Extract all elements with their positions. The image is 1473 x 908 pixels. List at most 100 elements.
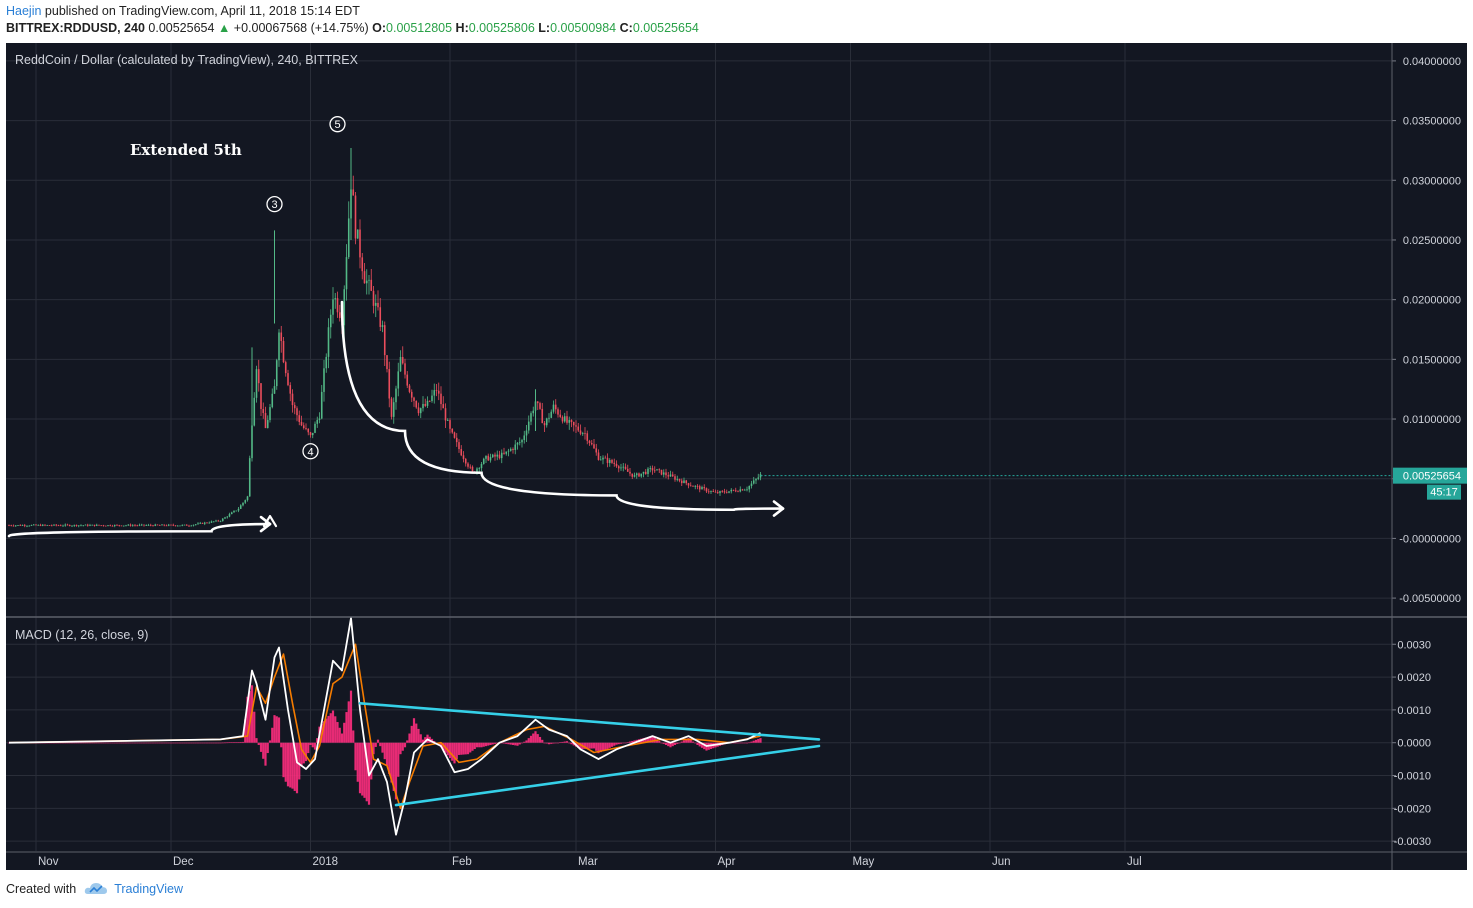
macd-histogram-bar (147, 742, 150, 744)
countdown-tag (1427, 484, 1461, 500)
macd-histogram-bar (412, 718, 416, 743)
candle-body (424, 403, 427, 406)
candle-body (545, 418, 548, 426)
candle-body (201, 522, 204, 524)
macd-histogram-bar (160, 742, 164, 744)
candle-body (703, 487, 706, 489)
candle-body (469, 466, 472, 468)
macd-histogram-bar (271, 727, 274, 743)
tradingview-brand-link[interactable]: TradingView (114, 882, 183, 896)
arrowhead-icon (772, 500, 785, 517)
macd-histogram-bar (304, 742, 308, 762)
candle-body (683, 480, 685, 484)
macd-histogram-bar (700, 742, 704, 748)
candle-body (334, 298, 337, 300)
macd-histogram-bar (608, 742, 611, 748)
last-price: 0.00525654 (148, 21, 215, 35)
candle-body (750, 483, 753, 487)
macd-histogram-bar (327, 715, 330, 743)
candle-body (284, 362, 287, 374)
macd-histogram-bar (246, 696, 249, 743)
candle-body (172, 524, 175, 526)
candle-body (606, 457, 609, 463)
candle-body (269, 407, 271, 421)
candle-body (127, 524, 130, 526)
candle-body (145, 525, 148, 526)
candle-body (748, 486, 751, 490)
macd-pane-title: MACD (12, 26, close, 9) (15, 628, 148, 642)
candle-body (62, 525, 64, 527)
candle-body (638, 473, 640, 477)
price-tick-label: 0.01500000 (1403, 354, 1461, 366)
macd-histogram-bar (48, 742, 51, 744)
macd-histogram-bar (379, 742, 382, 747)
candle-body (302, 425, 305, 429)
macd-histogram-bar (232, 742, 236, 743)
macd-histogram-bar (349, 690, 353, 743)
candle-body (374, 302, 377, 306)
candle-body (318, 418, 321, 420)
candle-body (593, 444, 595, 449)
publish-line: Haejin published on TradingView.com, Apr… (6, 4, 699, 18)
macd-histogram-bar (673, 742, 677, 746)
candle-body (365, 280, 368, 284)
macd-histogram-bar (291, 742, 294, 789)
candle-body (93, 524, 96, 526)
candle-body (233, 510, 235, 513)
macd-histogram-bar (448, 742, 452, 759)
candle-body (743, 489, 746, 491)
candle-body (734, 490, 737, 492)
candle-body (732, 489, 735, 491)
candle-body (649, 468, 652, 469)
candle-body (728, 491, 730, 493)
macd-histogram-bar (196, 742, 200, 744)
macd-histogram-bar (624, 742, 627, 744)
macd-histogram-bar (381, 742, 384, 753)
macd-histogram-bar (199, 742, 202, 744)
candle-body (491, 454, 494, 458)
candle-body (667, 475, 670, 477)
chart-frame[interactable]: 3 4 5 Nov Dec 2018 Feb Mar Apr May Jun Jul 0.040000… (6, 43, 1467, 870)
candle-body (107, 525, 109, 526)
macd-histogram-bar (383, 742, 386, 760)
macd-histogram-bar (77, 742, 80, 744)
candle-body (631, 473, 634, 477)
macd-histogram-bar (133, 742, 137, 744)
candle-body (586, 433, 589, 441)
macd-histogram-bar (419, 734, 422, 743)
macd-histogram-bar (649, 736, 652, 743)
wave-label-circle (266, 196, 283, 213)
macd-histogram-bar (745, 742, 749, 744)
candle-body (210, 521, 213, 523)
low-label: L: (538, 21, 551, 35)
macd-histogram-bar (392, 742, 395, 791)
author-link[interactable]: Haejin (6, 4, 42, 18)
chart-canvas[interactable]: 3 4 5 Nov Dec 2018 Feb Mar Apr May Jun Jul 0.040000… (6, 43, 1467, 870)
candle-body (662, 472, 665, 475)
macd-histogram-bar (57, 742, 60, 744)
macd-histogram-bar (696, 742, 699, 746)
macd-histogram-bar (75, 742, 78, 744)
macd-histogram-bar (631, 740, 634, 743)
candle-body (422, 403, 424, 409)
macd-histogram-bar (172, 742, 175, 744)
macd-histogram-bar (52, 742, 56, 744)
macd-histogram-bar (214, 742, 218, 744)
candle-body (397, 371, 400, 389)
candle-body (460, 449, 463, 456)
candle-body (53, 524, 55, 526)
macd-histogram-bar (235, 742, 238, 743)
candle-body (255, 369, 258, 398)
candle-body (327, 327, 330, 357)
candle-body (541, 408, 544, 424)
macd-histogram-bar (525, 740, 528, 743)
macd-histogram-bar (509, 742, 512, 745)
up-arrow-icon: ▲ (217, 21, 231, 35)
candle-body (10, 525, 13, 527)
macd-histogram-bar (464, 742, 467, 755)
macd-histogram-bar (471, 742, 474, 751)
candle-body (476, 468, 478, 473)
candle-body (617, 466, 620, 469)
candle-body (75, 524, 78, 526)
candle-body (235, 510, 238, 512)
